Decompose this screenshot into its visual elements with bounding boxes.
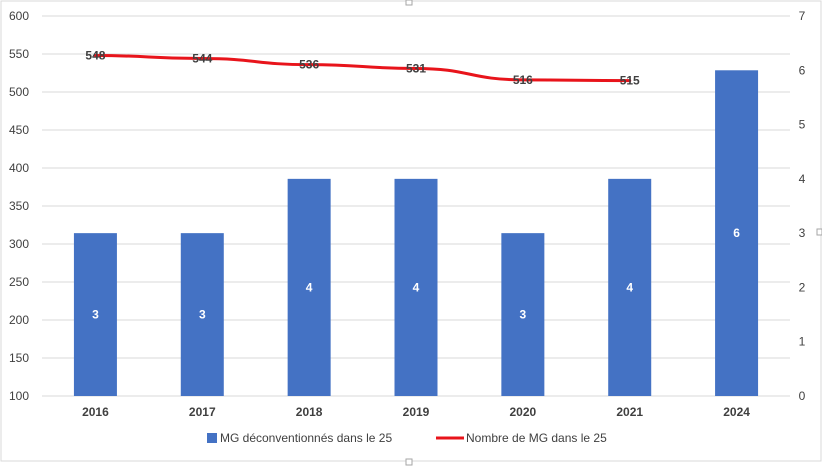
- bar: [180, 233, 224, 396]
- legend-line-label: Nombre de MG dans le 25: [466, 431, 607, 445]
- right-tick-label: 5: [799, 118, 806, 132]
- resize-handle-bottom[interactable]: [405, 458, 413, 466]
- left-tick-label: 300: [9, 237, 29, 251]
- bar: [715, 70, 759, 397]
- bar-data-label: 3: [199, 308, 206, 322]
- right-tick-label: 0: [799, 389, 806, 403]
- bar-data-label: 3: [520, 308, 527, 322]
- left-tick-label: 550: [9, 47, 29, 61]
- left-tick-label: 350: [9, 199, 29, 213]
- right-tick-label: 4: [799, 172, 806, 186]
- line-data-label: 515: [620, 74, 640, 88]
- x-tick-label: 2020: [510, 405, 537, 419]
- bar: [394, 178, 438, 396]
- bar-series: [73, 70, 759, 397]
- gridlines: [42, 15, 790, 397]
- left-tick-label: 150: [9, 351, 29, 365]
- line-data-label: 544: [192, 52, 212, 66]
- bar-data-label: 4: [306, 280, 313, 294]
- bar-data-label: 3: [92, 308, 99, 322]
- right-axis-ticks: 0 1 2 3 4 5 6 7: [799, 9, 806, 403]
- left-tick-label: 100: [9, 389, 29, 403]
- left-tick-label: 200: [9, 313, 29, 327]
- right-tick-label: 6: [799, 63, 806, 77]
- bar: [501, 233, 545, 396]
- x-tick-label: 2024: [723, 405, 750, 419]
- line-data-label: 516: [513, 73, 533, 87]
- bar: [73, 233, 117, 396]
- legend-bar-label: MG déconventionnés dans le 25: [220, 431, 392, 445]
- bar-data-label: 4: [413, 280, 420, 294]
- bar: [608, 178, 652, 396]
- line-data-label: 536: [299, 58, 319, 72]
- line-data-labels: 548 544 536 531 516 515: [85, 49, 640, 88]
- bar-data-label: 4: [626, 280, 633, 294]
- line-path: [93, 54, 632, 83]
- bar-data-labels: 3 3 4 4 3 4 6: [92, 226, 740, 321]
- line-data-label: 548: [85, 49, 105, 63]
- right-tick-label: 2: [799, 280, 806, 294]
- left-tick-label: 600: [9, 9, 29, 23]
- right-tick-label: 3: [799, 226, 806, 240]
- left-tick-label: 450: [9, 123, 29, 137]
- line-data-label: 531: [406, 61, 426, 75]
- legend: MG déconventionnés dans le 25 Nombre de …: [207, 431, 607, 445]
- left-tick-label: 250: [9, 275, 29, 289]
- right-tick-label: 7: [799, 9, 806, 23]
- left-tick-label: 500: [9, 85, 29, 99]
- legend-bar-swatch: [207, 433, 217, 443]
- right-tick-label: 1: [799, 335, 806, 349]
- left-axis-ticks: 100 150 200 250 300 350 400 450 500 550 600: [9, 9, 29, 403]
- line-series: [93, 54, 632, 83]
- bar-data-label: 6: [733, 226, 740, 240]
- x-tick-label: 2017: [189, 405, 216, 419]
- resize-handle-top[interactable]: [405, 0, 413, 6]
- resize-handle-right[interactable]: [816, 228, 822, 236]
- x-axis-labels: 2016 2017 2018 2019 2020 2021 2024: [82, 405, 750, 419]
- left-tick-label: 400: [9, 161, 29, 175]
- x-tick-label: 2016: [82, 405, 109, 419]
- x-tick-label: 2018: [296, 405, 323, 419]
- bar: [287, 178, 331, 396]
- x-tick-label: 2019: [403, 405, 430, 419]
- x-tick-label: 2021: [616, 405, 643, 419]
